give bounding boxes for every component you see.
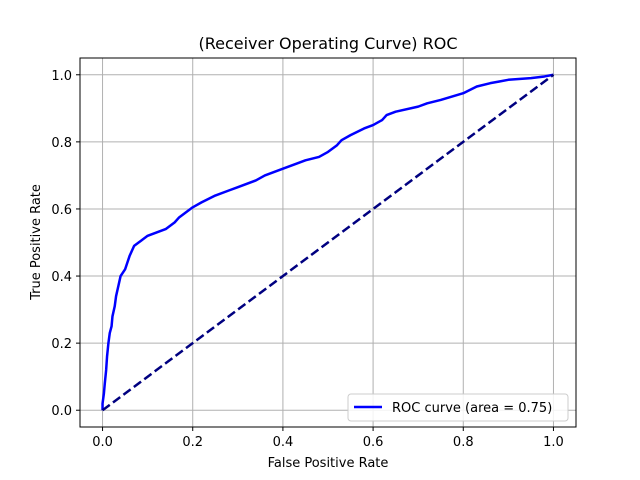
x-tick-label: 1.0 <box>543 435 564 450</box>
chance-diagonal-line <box>101 73 555 412</box>
y-axis-label: True Positive Rate <box>29 184 44 301</box>
y-tick-label: 1.0 <box>51 69 72 84</box>
plot-frame <box>79 57 577 428</box>
legend-box <box>347 393 569 422</box>
x-tick-label: 0.8 <box>453 435 474 450</box>
roc-curve-line <box>101 73 554 411</box>
x-axis-label: False Positive Rate <box>268 456 389 471</box>
chart-title: (Receiver Operating Curve) ROC <box>198 34 457 53</box>
legend: ROC curve (area = 0.75) <box>347 393 569 422</box>
y-tick-label: 0.6 <box>51 203 72 218</box>
series-layer <box>101 73 555 412</box>
y-tick-label: 0.4 <box>51 270 72 285</box>
x-tick-label: 0.0 <box>92 435 113 450</box>
y-tick-label: 0.0 <box>51 404 72 419</box>
x-tick-label: 0.2 <box>182 435 203 450</box>
legend-label-roc: ROC curve (area = 0.75) <box>392 401 552 416</box>
tick-layer: 0.0 0.2 0.4 0.6 0.8 1.0 0.0 0.2 0.4 0.6 0.8 1.0 <box>51 69 563 450</box>
x-tick-label: 0.6 <box>363 435 384 450</box>
y-tick-label: 0.8 <box>51 136 72 151</box>
y-tick-label: 0.2 <box>51 337 72 352</box>
x-tick-label: 0.4 <box>273 435 294 450</box>
grid-layer <box>80 58 576 427</box>
